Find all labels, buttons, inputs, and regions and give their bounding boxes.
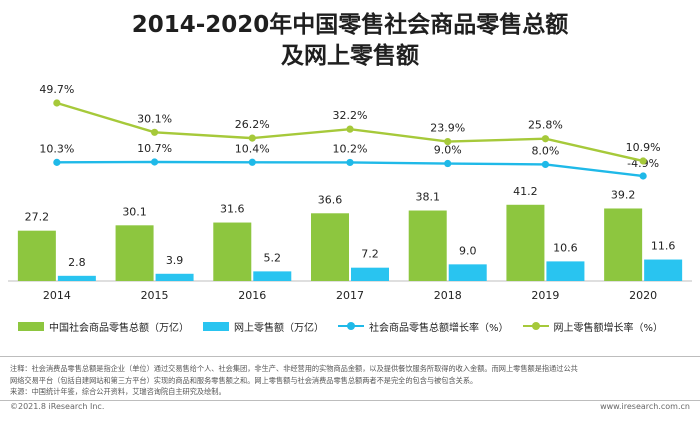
- copyright-text: ©2021.8 iResearch Inc.: [10, 402, 105, 411]
- legend-swatch-retail-growth: [338, 322, 364, 331]
- label-online-growth-2020: 10.9%: [626, 141, 661, 154]
- bar-retail-total-2019: [506, 204, 545, 281]
- label-retail-growth-2016: 10.4%: [235, 142, 270, 155]
- point-online-growth-2018: [444, 137, 452, 146]
- label-online-retail-2016: 5.2: [264, 251, 282, 264]
- bar-online-retail-2016: [253, 271, 292, 281]
- x-tick-2016: 2016: [238, 289, 266, 302]
- bar-online-retail-2018: [448, 264, 487, 281]
- point-retail-growth-2014: [53, 158, 61, 166]
- x-tick-2019: 2019: [531, 289, 559, 302]
- label-online-growth-2015: 30.1%: [137, 112, 172, 125]
- bar-retail-total-2017: [311, 213, 349, 281]
- chart-title-line-1: 2014-2020年中国零售社会商品零售总额: [131, 12, 569, 38]
- chart-legend: 中国社会商品零售总额（万亿） 网上零售额（万亿） 社会商品零售总额增长率（%） …: [18, 318, 698, 334]
- label-retail-growth-2014: 10.3%: [39, 142, 74, 155]
- legend-label-online-growth: 网上零售额增长率（%）: [553, 322, 664, 334]
- legend-label-retail-growth: 社会商品零售总额增长率（%）: [369, 322, 509, 334]
- point-retail-growth-2017: [346, 158, 354, 167]
- legend-item-retail-growth: 社会商品零售总额增长率（%）: [338, 319, 509, 334]
- label-online-retail-2020: 11.6: [651, 240, 676, 253]
- x-tick-2017: 2017: [336, 289, 364, 302]
- legend-item-online-growth: 网上零售额增长率（%）: [522, 319, 664, 334]
- label-online-growth-2018: 23.9%: [430, 122, 465, 135]
- label-retail-total-2018: 38.1: [415, 191, 440, 204]
- bar-retail-total-2018: [408, 210, 447, 281]
- label-retail-growth-2019: 8.0%: [531, 144, 559, 157]
- label-online-retail-2015: 3.9: [166, 254, 184, 267]
- x-tick-2015: 2015: [141, 289, 169, 302]
- label-retail-total-2020: 39.2: [611, 188, 636, 201]
- point-retail-growth-2016: [248, 158, 256, 166]
- notes-line-2: 网络交易平台（包括自建网站和第三方平台）实现的商品和服务零售额之和。网上零售额与…: [10, 375, 478, 385]
- footer: ©2021.8 iResearch Inc. www.iresearch.com…: [10, 402, 690, 411]
- label-online-retail-2019: 10.6: [553, 241, 578, 254]
- point-retail-growth-2018: [444, 159, 452, 168]
- notes-divider: [0, 356, 700, 357]
- label-online-growth-2016: 26.2%: [235, 118, 270, 131]
- x-tick-2020: 2020: [629, 289, 657, 302]
- label-online-retail-2017: 7.2: [361, 248, 379, 261]
- label-retail-total-2019: 41.2: [513, 185, 538, 198]
- point-retail-growth-2015: [150, 158, 159, 166]
- label-retail-growth-2017: 10.2%: [333, 142, 368, 155]
- bar-online-retail-2019: [546, 261, 585, 281]
- bar-online-retail-2014: [57, 275, 96, 281]
- bar-online-retail-2017: [351, 267, 389, 281]
- label-retail-total-2016: 31.6: [220, 203, 245, 216]
- label-retail-growth-2018: 9.0%: [434, 144, 462, 157]
- bar-retail-total-2015: [115, 225, 154, 281]
- legend-swatch-online-growth: [522, 322, 549, 331]
- bar-online-retail-2020: [644, 259, 683, 281]
- label-online-growth-2019: 25.8%: [528, 119, 563, 132]
- point-online-growth-2017: [346, 125, 354, 133]
- legend-swatch-retail-total: [18, 321, 44, 331]
- label-retail-total-2017: 36.6: [318, 193, 343, 206]
- bar-retail-total-2020: [604, 208, 643, 281]
- website-link[interactable]: www.iresearch.com.cn: [600, 402, 690, 411]
- label-online-retail-2014: 2.8: [68, 256, 86, 269]
- label-retail-total-2014: 27.2: [25, 211, 50, 224]
- legend-item-retail-total: 中国社会商品零售总额（万亿）: [18, 319, 189, 334]
- label-online-growth-2017: 32.2%: [333, 109, 368, 122]
- label-online-retail-2018: 9.0: [459, 244, 477, 257]
- notes-line-1: 注释：社会消费品零售总额是指企业（单位）通过交易售给个人、社会集团，非生产、非经…: [10, 364, 578, 373]
- point-online-growth-2019: [541, 135, 550, 143]
- x-tick-2014: 2014: [43, 289, 71, 302]
- legend-item-online-retail: 网上零售额（万亿）: [203, 319, 324, 334]
- point-online-growth-2016: [248, 134, 256, 142]
- point-retail-growth-2019: [541, 160, 550, 169]
- x-tick-2018: 2018: [434, 289, 462, 302]
- label-retail-growth-2015: 10.7%: [137, 142, 172, 155]
- legend-swatch-online-retail: [203, 321, 229, 331]
- combo-chart: 27.2 2.8 2014 30.1 3.9 2015 31.6 5.2 2016 36.6 7.2…: [8, 83, 692, 302]
- notes-block: 注释：社会消费品零售总额是指企业（单位）通过交易售给个人、社会集团，非生产、非经…: [10, 363, 692, 398]
- legend-label-retail-total: 中国社会商品零售总额（万亿）: [49, 322, 189, 334]
- footer-divider: [0, 400, 700, 401]
- point-online-growth-2014: [53, 99, 61, 107]
- point-online-growth-2015: [150, 128, 159, 136]
- legend-label-online-retail: 网上零售额（万亿）: [234, 322, 324, 334]
- label-online-growth-2014: 49.7%: [39, 83, 74, 96]
- point-retail-growth-2020: [639, 172, 647, 180]
- chart-title-line-2: 及网上零售额: [281, 43, 419, 69]
- bar-online-retail-2015: [155, 273, 194, 281]
- bar-retail-total-2016: [213, 222, 252, 281]
- label-retail-total-2015: 30.1: [122, 205, 147, 218]
- bar-retail-total-2014: [17, 230, 56, 281]
- chart-title: 2014-2020年中国零售社会商品零售总额 及网上零售额: [0, 10, 700, 72]
- point-online-growth-2020: [639, 157, 647, 165]
- source-line: 来源：中国统计年鉴，综合公开资料，艾瑞咨询院自主研究及绘制。: [10, 387, 226, 396]
